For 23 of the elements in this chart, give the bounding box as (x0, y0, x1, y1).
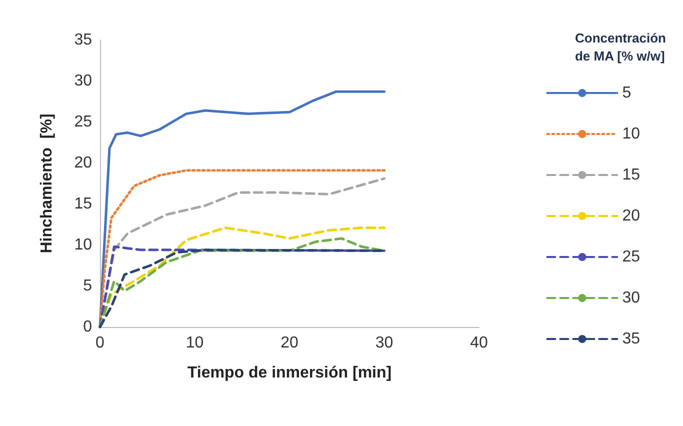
x-tick-label: 0 (96, 334, 105, 352)
x-tick-label: 20 (280, 334, 298, 352)
y-tick-label: 25 (74, 114, 92, 130)
x-axis-title: Tiempo de inmersión [min] (187, 364, 392, 382)
legend-label: 10 (622, 126, 640, 142)
x-tick-label: 10 (186, 334, 204, 352)
x-tick-label: 30 (375, 334, 394, 352)
y-tick-label: 0 (83, 318, 92, 336)
y-tick-label: 5 (83, 278, 92, 294)
legend-label: 5 (622, 84, 632, 102)
y-tick-label: 30 (74, 72, 92, 90)
legend-label: 15 (622, 166, 640, 184)
legend-label: 30 (622, 290, 640, 306)
y-tick-label: 35 (74, 32, 92, 48)
legend-label: 35 (622, 330, 640, 348)
y-tick-label: 10 (74, 236, 92, 254)
y-axis-title: Hinchamiento [%] (38, 114, 56, 254)
legend-label: 20 (622, 208, 640, 224)
legend-title: Concentración de MA [% w/w] (574, 30, 666, 64)
y-tick-label: 20 (74, 154, 92, 172)
x-tick-label: 40 (470, 334, 488, 352)
y-tick-label: 15 (74, 196, 92, 212)
legend-label: 25 (622, 248, 640, 266)
